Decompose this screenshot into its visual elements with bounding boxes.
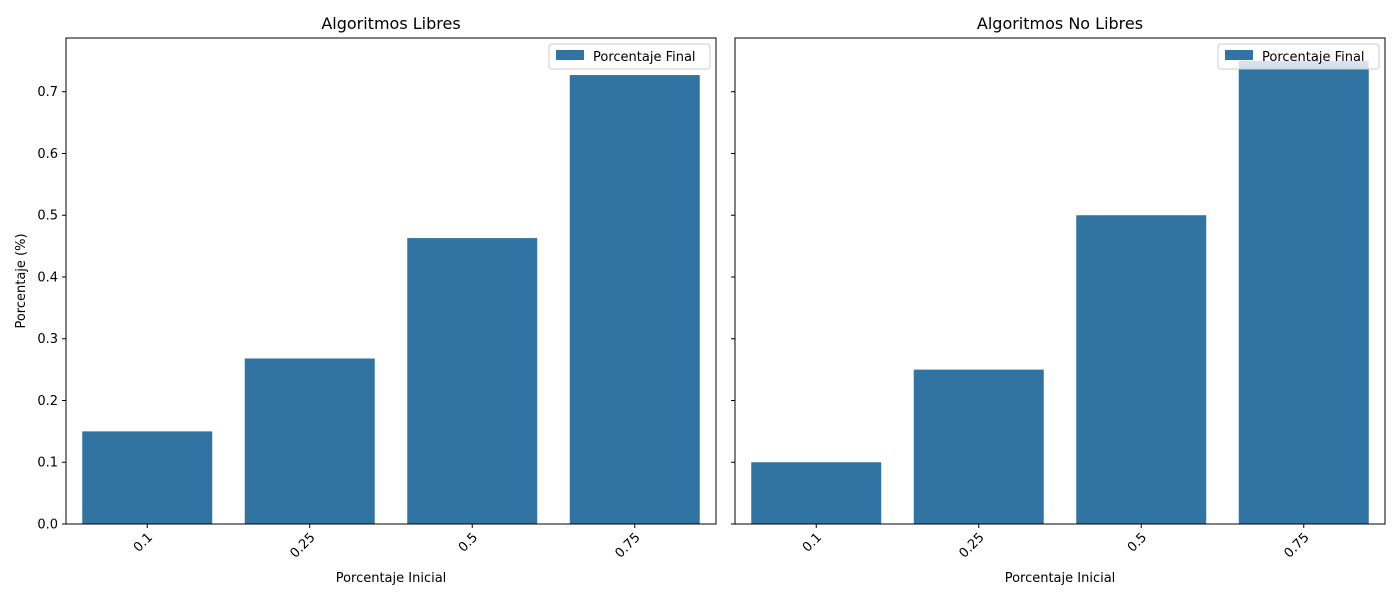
x-ticks: 0.1 0.25 0.5 0.75 <box>800 524 1313 561</box>
y-axis-label: Porcentaje (%) <box>14 233 29 328</box>
legend-swatch <box>556 50 584 60</box>
subplot-algoritmos-libres: Algoritmos Libres 0.1 0.25 0.5 0.75 0.00.10… <box>14 14 717 586</box>
legend-label: Porcentaje Final <box>1262 50 1365 65</box>
axes-frame <box>734 37 1386 525</box>
bars <box>82 75 700 525</box>
y-tick-label: 0.6 <box>37 147 58 162</box>
legend: Porcentaje Final <box>548 43 711 70</box>
y-tick-label: 0.7 <box>37 85 58 100</box>
x-axis-label: Porcentaje Inicial <box>336 571 447 586</box>
legend: Porcentaje Final <box>1217 43 1380 70</box>
bar-0.75 <box>569 75 700 524</box>
bars <box>751 60 1369 525</box>
legend-label: Porcentaje Final <box>593 50 696 65</box>
bar-0.5 <box>1076 215 1207 524</box>
subplot-title: Algoritmos No Libres <box>977 14 1143 33</box>
bar-0.75 <box>1238 60 1369 525</box>
x-axis-label: Porcentaje Inicial <box>1005 571 1116 586</box>
subplot-algoritmos-no-libres: Algoritmos No Libres 0.1 0.25 0.5 0.75 Porc… <box>731 14 1386 586</box>
y-ticks <box>731 91 735 525</box>
bar-0.5 <box>407 238 538 525</box>
bar-0.25 <box>244 358 375 524</box>
legend-swatch <box>1225 50 1253 60</box>
subplot-title: Algoritmos Libres <box>321 14 460 33</box>
axes-frame <box>65 37 717 525</box>
y-tick-label: 0.2 <box>37 394 58 409</box>
y-tick-label: 0.1 <box>37 456 58 471</box>
legend-box <box>548 43 711 70</box>
legend-box <box>1217 43 1380 70</box>
bar-0.1 <box>751 462 882 524</box>
y-tick-label: 0.5 <box>37 209 58 224</box>
bar-0.25 <box>913 369 1044 524</box>
y-tick-label: 0.3 <box>37 332 58 347</box>
y-tick-label: 0.4 <box>37 270 58 285</box>
y-tick-label: 0.0 <box>37 518 58 533</box>
y-ticks: 0.0 0.1 0.2 0.3 0.4 0.5 0.6 0.7 <box>37 85 66 533</box>
bar-0.1 <box>82 431 213 524</box>
